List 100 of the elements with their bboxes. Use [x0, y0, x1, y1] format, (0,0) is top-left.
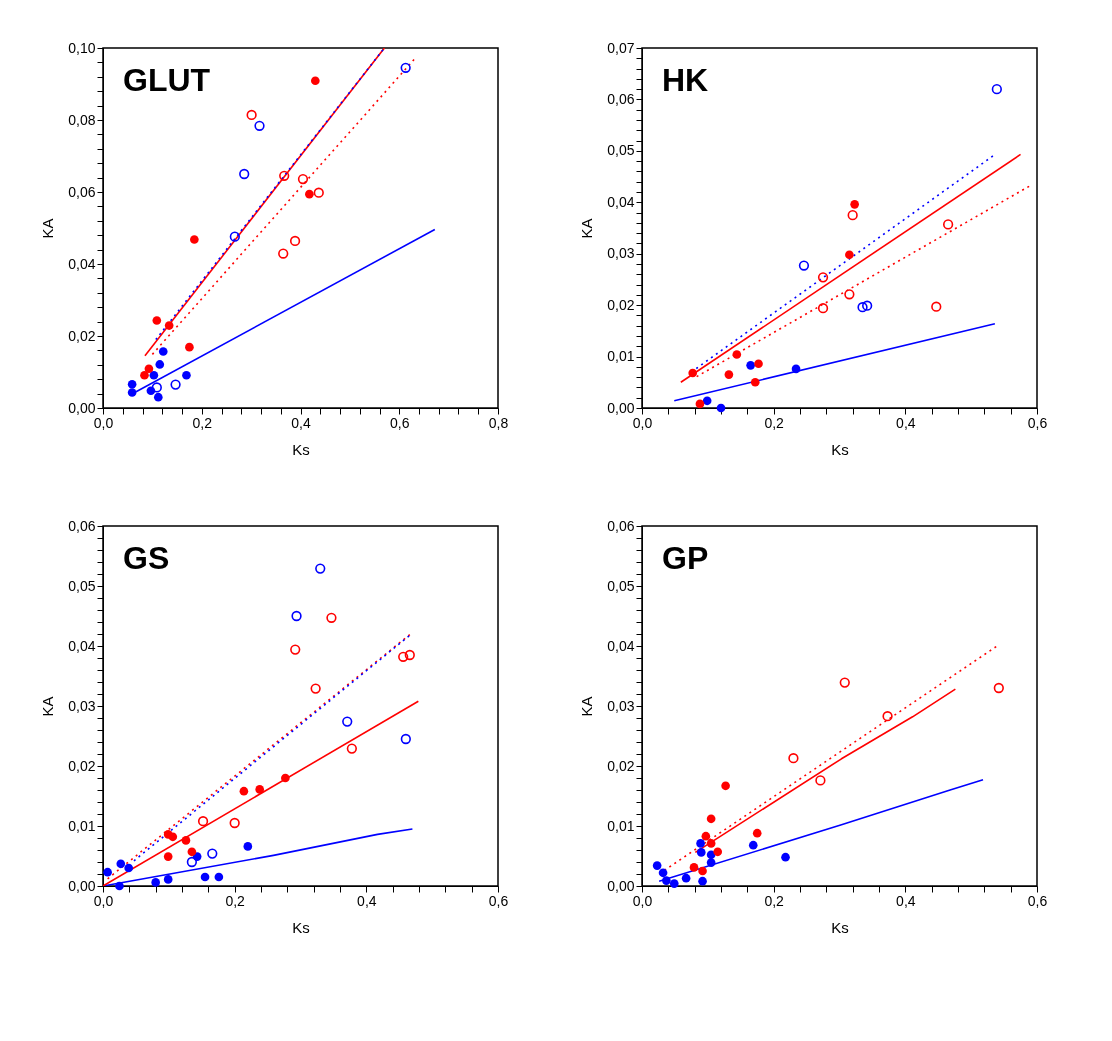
point: [246, 109, 257, 121]
y-tick-label: 0,08: [68, 111, 96, 128]
point: [163, 875, 173, 884]
x-tick-label: 0,8: [488, 414, 509, 431]
point: [197, 816, 209, 827]
point: [168, 832, 178, 842]
y-axis-title: KA: [578, 696, 596, 717]
point: [662, 876, 671, 885]
point: [721, 781, 730, 791]
y-tick-label: 0,03: [607, 697, 635, 714]
point: [149, 370, 159, 380]
point: [278, 248, 289, 259]
point: [845, 250, 854, 260]
point: [882, 711, 893, 722]
point: [706, 858, 716, 867]
y-axis-title: KA: [39, 218, 57, 239]
point: [151, 878, 160, 887]
point: [255, 785, 265, 794]
y-tick-label: 0,07: [607, 39, 635, 56]
point: [798, 260, 810, 271]
point: [993, 682, 1004, 694]
y-tick-label: 0,06: [607, 90, 635, 107]
point: [844, 289, 855, 300]
point: [746, 360, 755, 370]
y-tick-label: 0,00: [68, 399, 96, 416]
point: [186, 856, 198, 868]
x-tick-label: 0,6: [390, 414, 410, 431]
point: [752, 828, 762, 838]
point: [291, 610, 302, 622]
chart-title: HK: [662, 62, 709, 98]
y-tick-label: 0,03: [607, 245, 635, 262]
point: [170, 379, 181, 390]
y-axis-title: KA: [578, 218, 596, 239]
y-tick-label: 0,02: [68, 757, 96, 774]
y-tick-label: 0,06: [68, 517, 96, 534]
y-tick-label: 0,01: [68, 817, 96, 834]
point: [281, 773, 290, 783]
y-tick-label: 0,06: [607, 517, 635, 534]
x-tick-label: 0,0: [632, 892, 653, 909]
point: [229, 817, 240, 829]
x-tick-label: 0,6: [488, 892, 509, 909]
point: [310, 76, 320, 86]
point: [254, 120, 265, 131]
y-tick-label: 0,06: [68, 183, 96, 200]
point: [297, 173, 309, 185]
point: [791, 364, 801, 374]
point: [342, 716, 353, 727]
point: [185, 342, 194, 352]
x-tick-label: 0,4: [291, 414, 311, 431]
x-tick-label: 0,0: [632, 414, 653, 431]
point: [750, 377, 760, 387]
x-tick-label: 0,0: [93, 892, 114, 909]
point: [788, 753, 799, 764]
point: [698, 866, 707, 876]
point: [239, 168, 250, 180]
point: [315, 563, 326, 574]
point: [754, 359, 763, 369]
point: [781, 852, 790, 862]
y-tick-label: 0,00: [607, 877, 635, 894]
point: [696, 848, 706, 857]
point: [398, 651, 409, 662]
point: [163, 852, 173, 861]
point: [817, 272, 829, 283]
point: [326, 612, 337, 623]
x-tick-label: 0,2: [192, 414, 213, 431]
point: [943, 219, 954, 230]
point: [400, 62, 411, 73]
point: [153, 392, 163, 402]
y-tick-label: 0,00: [607, 399, 635, 416]
chart-title: GS: [123, 540, 170, 576]
point: [310, 683, 321, 694]
point: [103, 867, 112, 877]
point: [239, 786, 249, 796]
line-series: [103, 828, 414, 886]
point: [696, 839, 705, 848]
point: [229, 231, 240, 242]
point: [695, 399, 705, 409]
chart-title: GLUT: [123, 62, 211, 98]
x-axis-title: Ks: [292, 440, 310, 458]
point: [127, 379, 137, 389]
y-tick-label: 0,02: [68, 327, 96, 344]
y-tick-label: 0,05: [68, 577, 96, 594]
point: [702, 396, 712, 406]
x-tick-label: 0,4: [896, 892, 916, 909]
y-tick-label: 0,04: [68, 255, 96, 272]
point: [713, 847, 723, 857]
point: [404, 649, 415, 661]
point: [688, 368, 698, 378]
y-tick-label: 0,00: [68, 877, 96, 894]
x-tick-label: 0,2: [225, 892, 246, 909]
point: [681, 873, 691, 883]
point: [140, 370, 149, 380]
point: [698, 876, 707, 886]
point: [127, 388, 137, 397]
point: [815, 775, 826, 786]
point: [155, 360, 165, 369]
point: [187, 847, 197, 857]
point: [214, 872, 224, 882]
y-tick-label: 0,05: [607, 142, 635, 159]
point: [182, 370, 191, 380]
